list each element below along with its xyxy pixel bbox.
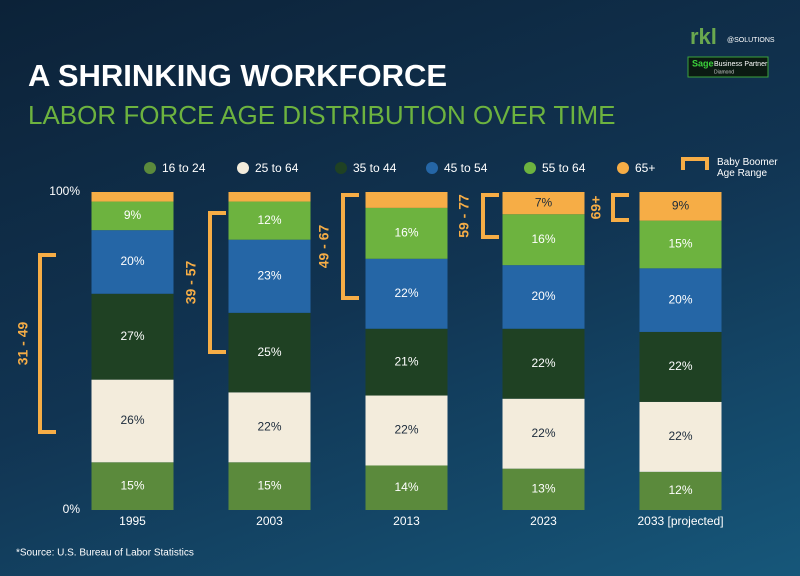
value-label: 7% <box>535 195 553 209</box>
bar-segment <box>502 265 585 329</box>
legend-label: 25 to 64 <box>255 161 299 175</box>
legend-label: 35 to 44 <box>353 161 397 175</box>
legend-swatch <box>617 162 629 174</box>
legend-swatch <box>335 162 347 174</box>
boomer-range: 31 - 49 <box>15 321 31 365</box>
bar-segment <box>91 201 174 231</box>
partner-text: Business Partner <box>714 61 768 68</box>
legend-swatch <box>426 162 438 174</box>
bar-segment <box>228 392 311 463</box>
value-label: 25% <box>257 345 281 359</box>
legend-bracket <box>681 157 709 170</box>
boomer-range: 49 - 67 <box>316 224 332 268</box>
value-label: 20% <box>668 292 692 306</box>
bar-segment <box>91 462 174 510</box>
value-label: 27% <box>120 329 144 343</box>
value-label: 22% <box>531 426 555 440</box>
bar-segment <box>365 207 448 259</box>
legend-label: 65+ <box>635 161 655 175</box>
bar-segment <box>502 328 585 399</box>
boomer-bracket <box>341 193 359 300</box>
x-tick-label: 2013 <box>393 514 420 528</box>
value-label: 21% <box>394 354 418 368</box>
bar-segment <box>639 331 722 402</box>
value-label: 22% <box>668 359 692 373</box>
title: A SHRINKING WORKFORCE <box>28 58 447 93</box>
x-tick-label: 2023 <box>530 514 557 528</box>
bar-segment <box>228 239 311 313</box>
y-tick-label: 0% <box>63 502 81 516</box>
bar-segment <box>502 214 585 266</box>
legend-swatch <box>237 162 249 174</box>
value-label: 15% <box>257 478 281 492</box>
bar-segment <box>91 230 174 294</box>
value-label: 15% <box>668 237 692 251</box>
legend-label: 55 to 64 <box>542 161 586 175</box>
x-tick-label: 2033 [projected] <box>637 514 723 528</box>
boomer-range: 39 - 57 <box>183 260 199 304</box>
value-label: 22% <box>257 419 281 433</box>
value-label: 14% <box>394 480 418 494</box>
boomer-bracket <box>481 193 499 239</box>
value-label: 12% <box>257 213 281 227</box>
source: *Source: U.S. Bureau of Labor Statistics <box>16 548 194 559</box>
legend-label: 16 to 24 <box>162 161 206 175</box>
bar-segment <box>639 401 722 472</box>
boomer-bracket <box>208 211 226 354</box>
legend-label: Baby Boomer Age Range <box>717 157 778 179</box>
bar-segment <box>365 192 448 208</box>
bar-segment <box>502 398 585 469</box>
boomer-bracket <box>611 193 629 222</box>
legend-swatch <box>144 162 156 174</box>
bar-segment <box>228 462 311 510</box>
bar-segment <box>91 379 174 463</box>
bar-segment <box>91 293 174 380</box>
value-label: 20% <box>120 254 144 268</box>
bar-segment <box>502 468 585 510</box>
y-tick-label: 100% <box>49 184 80 198</box>
bar-segment <box>228 192 311 202</box>
partner-level: Diamond <box>714 69 734 75</box>
partner-badge <box>687 56 769 78</box>
boomer-range: 59 - 77 <box>456 194 472 238</box>
value-label: 12% <box>668 483 692 497</box>
bar-segment <box>365 258 448 329</box>
bar-segment <box>365 395 448 466</box>
value-label: 22% <box>531 356 555 370</box>
bar-segment <box>228 201 311 240</box>
subtitle: LABOR FORCE AGE DISTRIBUTION OVER TIME <box>28 100 616 130</box>
value-label: 9% <box>124 208 142 222</box>
partner-brand: Sage <box>692 58 714 68</box>
value-label: 16% <box>531 232 555 246</box>
value-label: 20% <box>531 289 555 303</box>
bar-segment <box>228 312 311 393</box>
value-label: 13% <box>531 482 555 496</box>
logo-suffix: @SOLUTIONS <box>727 37 775 44</box>
value-label: 9% <box>672 198 690 212</box>
bar-segment <box>365 328 448 396</box>
bar-segment <box>365 465 448 510</box>
value-label: 16% <box>394 226 418 240</box>
boomer-bracket <box>38 253 56 434</box>
value-label: 22% <box>394 286 418 300</box>
logo-brand: rkl <box>690 24 717 49</box>
bar-segment <box>91 192 174 202</box>
bar-segment <box>502 192 585 215</box>
bar-segment <box>639 268 722 332</box>
value-label: 15% <box>120 478 144 492</box>
bar-segment <box>639 220 722 269</box>
x-tick-label: 2003 <box>256 514 283 528</box>
legend-label: 45 to 54 <box>444 161 488 175</box>
value-label: 22% <box>668 429 692 443</box>
value-label: 22% <box>394 423 418 437</box>
value-label: 23% <box>257 268 281 282</box>
bar-segment <box>639 192 722 221</box>
bar-segment <box>639 471 722 510</box>
value-label: 26% <box>120 413 144 427</box>
boomer-range: 69+ <box>588 196 604 220</box>
x-tick-label: 1995 <box>119 514 146 528</box>
legend-swatch <box>524 162 536 174</box>
